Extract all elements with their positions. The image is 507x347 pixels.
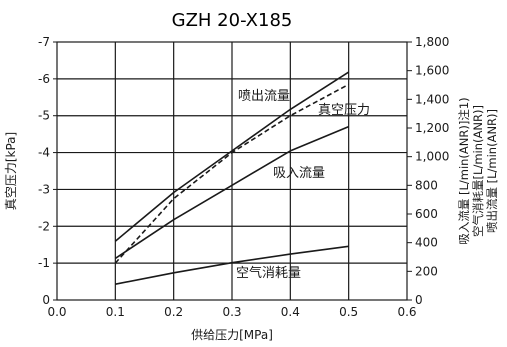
tick-labels: 0-1-2-3-4-5-6-70.0 0.1 0.2 0.3 0.4 0.5 0.60200… [38, 35, 449, 319]
y2-axis-label-line-1: 吸入流量 [L/min(ANR)]注1) [457, 97, 471, 244]
y-tick-label: -2 [38, 219, 50, 233]
series-line-4 [115, 245, 349, 285]
x-tick-label: 0.1 [106, 305, 125, 319]
y2-tick-label: 200 [415, 264, 438, 278]
y-tick-label: -4 [38, 146, 50, 160]
y-tick-label: -1 [38, 256, 50, 270]
y-tick-label: -3 [38, 182, 50, 196]
y2-tick-label: 1,400 [415, 92, 449, 106]
x-tick-label: 0.3 [222, 305, 241, 319]
series-line-3 [114, 125, 350, 260]
y2-axis-label: 吸入流量 [L/min(ANR)]注1) 空气消耗量[L/min(ANR)] 喷… [457, 97, 499, 244]
y2-tick-label: 1,200 [415, 121, 449, 135]
y2-tick-label: 0 [415, 293, 423, 307]
y2-tick-label: 600 [415, 207, 438, 221]
series-line-1 [114, 71, 350, 242]
x-axis-label: 供给压力[MPa] [191, 328, 273, 342]
series-label-air-consumption: 空气消耗量 [236, 265, 301, 281]
series-line-2 [114, 83, 350, 264]
chart-title: GZH 20-X185 [172, 10, 293, 31]
x-tick-label: 0.4 [281, 305, 300, 319]
y-tick-label: 0 [42, 293, 50, 307]
y2-tick-label: 800 [415, 178, 438, 192]
y-tick-label: -6 [38, 72, 50, 86]
y-axis-label: 真空压力[kPa] [4, 132, 18, 210]
series-label-suction-flow: 吸入流量 [273, 166, 325, 181]
x-tick-label: 0.0 [47, 305, 66, 319]
series-label-discharge-flow: 喷出流量 [238, 89, 290, 104]
y2-tick-label: 400 [415, 236, 438, 250]
y2-tick-label: 1,600 [415, 64, 449, 78]
series-lines [114, 71, 350, 285]
y-tick-label: -7 [38, 35, 50, 49]
x-tick-label: 0.2 [164, 305, 183, 319]
series-label-vacuum-pressure: 真空压力 [318, 103, 370, 118]
grid-lines [57, 42, 407, 300]
x-tick-label: 0.6 [397, 305, 416, 319]
y2-axis-label-line-3: 喷出流量 [L/min(ANR)] [485, 109, 499, 233]
y2-tick-label: 1,800 [415, 35, 449, 49]
y2-tick-label: 1,000 [415, 150, 449, 164]
y2-axis-label-line-2: 空气消耗量[L/min(ANR)] [471, 105, 485, 237]
x-tick-label: 0.5 [339, 305, 358, 319]
y-tick-label: -5 [38, 109, 50, 123]
